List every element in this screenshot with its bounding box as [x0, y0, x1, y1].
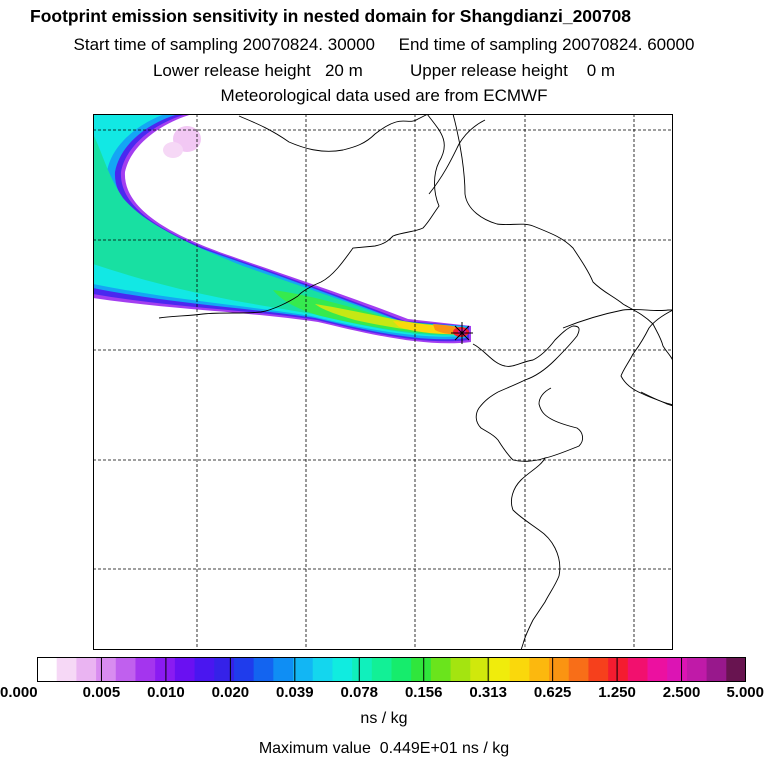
colorbar-cell [568, 657, 590, 682]
colorbar-tick-label: 0.625 [533, 684, 572, 701]
colorbar-cell [56, 657, 77, 682]
colorbar-cell [155, 657, 176, 682]
colorbar-cell [293, 657, 314, 682]
coastline-borders [158, 114, 673, 650]
colorbar-cell [489, 657, 511, 682]
colorbar-tick-label: 1.250 [598, 684, 636, 701]
colorbar-cell [96, 657, 117, 682]
colorbar-cell [312, 657, 334, 682]
colorbar-cell [627, 657, 649, 682]
map-frame [93, 114, 673, 650]
colorbar-cell [233, 657, 255, 682]
colorbar-cell [529, 657, 550, 682]
colorbar-tick-label: 0.039 [276, 684, 314, 701]
colorbar [37, 657, 746, 682]
coast-liaodong [452, 114, 673, 363]
border-yanshan [297, 114, 445, 297]
end-time-label: End time of sampling 20070824. 60000 [398, 35, 695, 54]
lower-release-height: Lower release height 20 m [152, 61, 363, 80]
colorbar-tick-label: 0.020 [211, 684, 250, 701]
colorbar-cell [667, 657, 688, 682]
colorbar-cell [352, 657, 373, 682]
coast-korea [620, 309, 673, 407]
colorbar-cell [647, 657, 668, 682]
coast-yalu [562, 308, 673, 329]
start-time-label: Start time of sampling 20070824. 30000 [73, 35, 376, 54]
colorbar-frame [37, 657, 746, 682]
colorbar-cell [174, 657, 196, 682]
colorbar-cell [549, 657, 570, 682]
colorbar-cell [37, 657, 58, 682]
sampling-times: Start time of sampling 20070824. 30000 E… [0, 35, 768, 55]
maximum-value-label: Maximum value 0.449E+01 ns / kg [258, 740, 510, 757]
colorbar-cell [430, 657, 452, 682]
coast-shandong-tip [510, 457, 561, 577]
colorbar-cell [115, 657, 137, 682]
plume-sea-green-band [93, 134, 463, 336]
met-data-label: Meteorological data used are from ECMWF [220, 86, 548, 105]
colorbar-tick-label: 0.078 [340, 684, 379, 701]
footprint-plume [93, 114, 471, 344]
colorbar-tick-label: 0.000 [0, 684, 38, 701]
colorbar-tick-marks [100, 657, 683, 682]
station-marker [451, 322, 473, 344]
colorbar-cell [706, 657, 727, 682]
colorbar-cell [135, 657, 156, 682]
colorbar-cell [391, 657, 412, 682]
coast-korea-north [640, 391, 673, 407]
colorbar-cell [76, 657, 97, 682]
colorbar-cell [214, 657, 235, 682]
colorbar-cell [194, 657, 215, 682]
colorbar-tick-label: 0.010 [147, 684, 185, 701]
colorbar-tick-label: 2.500 [662, 684, 701, 701]
colorbar-cell [332, 657, 353, 682]
colorbar-tick-label: 0.156 [404, 684, 443, 701]
coast-bohai-west [475, 391, 514, 461]
coast-bohai-north [472, 325, 580, 393]
border-north [238, 114, 429, 152]
release-heights: Lower release height 20 m Upper release … [0, 61, 768, 81]
colorbar-cell [686, 657, 708, 682]
grid-lines [93, 114, 673, 650]
upper-release-height: Upper release height 0 m [409, 61, 616, 80]
plot-title: Footprint emission sensitivity in nested… [30, 6, 631, 26]
plume-pink-blob-small [163, 142, 183, 158]
colorbar-cell [470, 657, 491, 682]
colorbar-cell [588, 657, 609, 682]
colorbar-cell [509, 657, 530, 682]
coast-jiangsu [520, 575, 560, 650]
colorbar-cell [450, 657, 471, 682]
colorbar-cells [37, 657, 746, 682]
colorbar-tick-label: 0.005 [82, 684, 121, 701]
colorbar-tick-label: 0.313 [469, 684, 507, 701]
colorbar-cell [253, 657, 274, 682]
colorbar-cell [411, 657, 432, 682]
colorbar-cell [726, 657, 746, 682]
units-label: ns / kg [360, 710, 408, 727]
coast-shandong-north [512, 387, 584, 462]
coast-north [428, 119, 486, 195]
colorbar-cell [608, 657, 629, 682]
border-inner-mongolia [158, 295, 299, 319]
colorbar-cell [273, 657, 294, 682]
colorbar-tick-label: 5.000 [726, 684, 764, 701]
colorbar-cell [371, 657, 393, 682]
footprint-map [93, 114, 673, 650]
